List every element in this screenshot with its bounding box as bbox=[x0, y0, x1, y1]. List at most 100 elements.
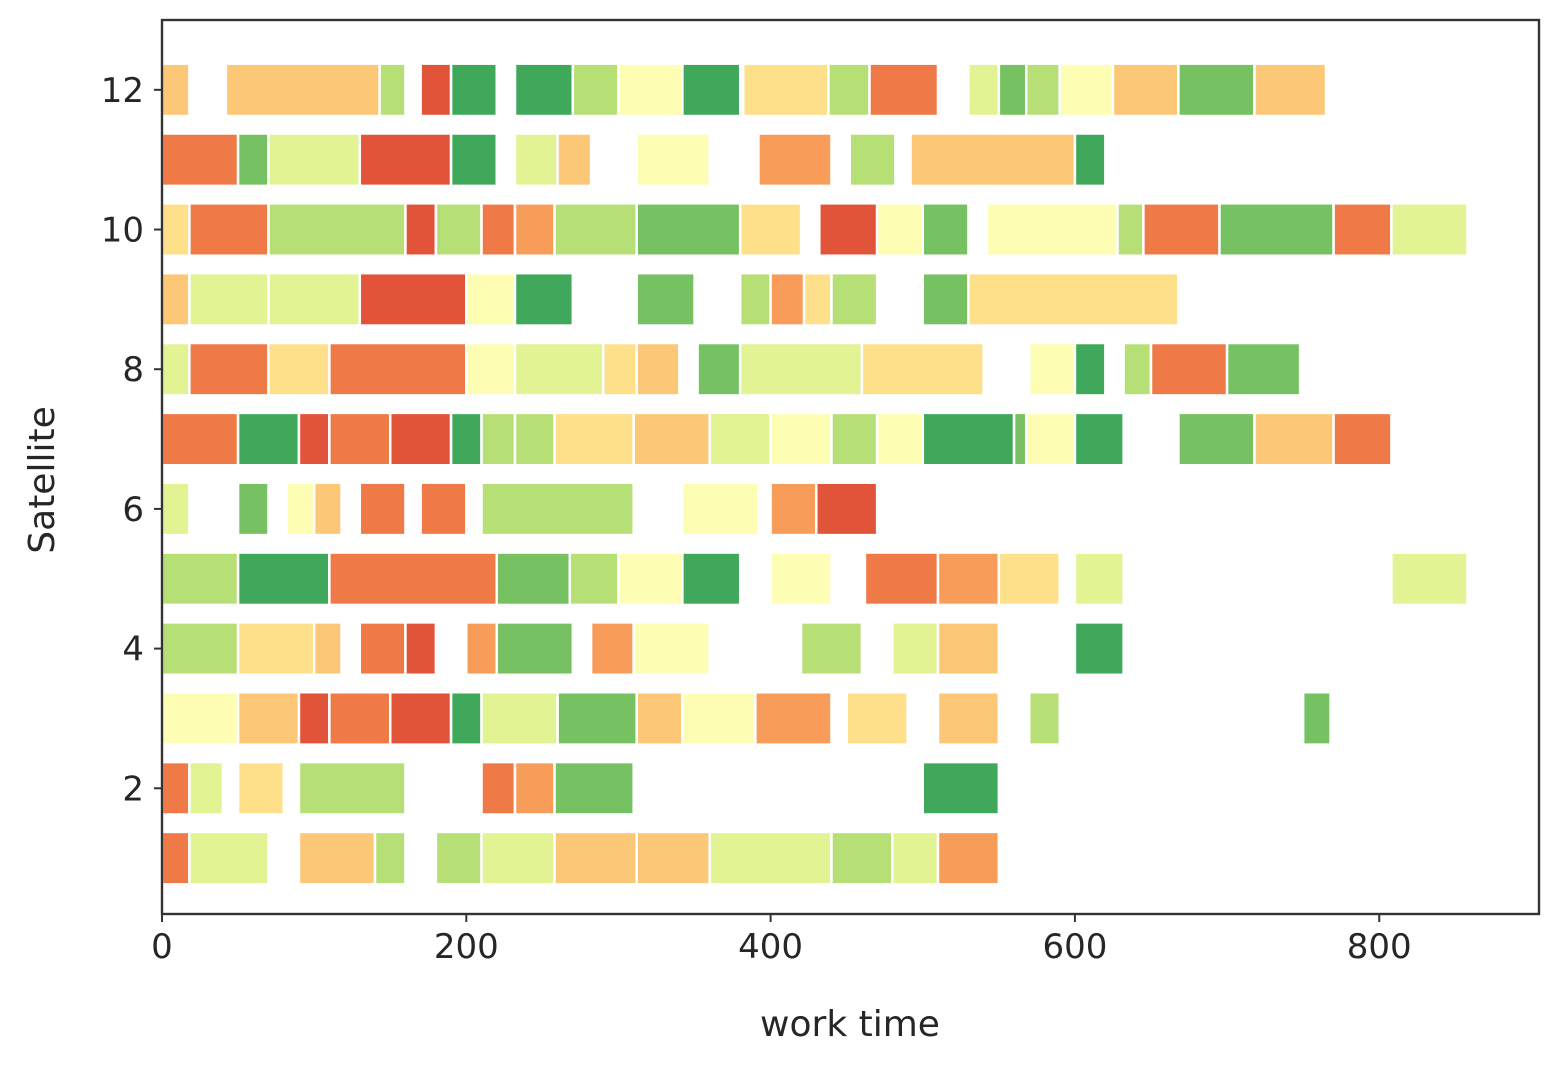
task-bar bbox=[875, 202, 925, 257]
task-bar bbox=[635, 132, 711, 188]
y-tick-label: 6 bbox=[122, 490, 144, 530]
task-bar bbox=[891, 621, 940, 677]
task-bar bbox=[236, 760, 285, 816]
task-bar bbox=[738, 271, 772, 327]
task-bar bbox=[1177, 62, 1256, 118]
task-bar bbox=[589, 621, 635, 677]
task-bar bbox=[863, 551, 940, 607]
task-bar bbox=[236, 481, 270, 537]
task-bar bbox=[681, 551, 742, 607]
task-bar bbox=[160, 481, 191, 537]
task-bar bbox=[1116, 202, 1145, 257]
task-bar bbox=[328, 411, 392, 467]
task-bar bbox=[635, 202, 742, 257]
task-bar bbox=[1073, 132, 1107, 188]
task-bar bbox=[1390, 202, 1469, 257]
task-bar bbox=[465, 621, 498, 677]
task-bar bbox=[160, 202, 191, 257]
task-bar bbox=[358, 481, 407, 537]
task-bar bbox=[1028, 341, 1077, 397]
task-bar bbox=[617, 551, 684, 607]
task-bar bbox=[1253, 411, 1335, 467]
task-bar bbox=[1024, 62, 1061, 118]
task-bar bbox=[160, 621, 240, 677]
task-bar bbox=[160, 132, 240, 188]
x-tick-label: 200 bbox=[434, 927, 499, 967]
task-bar bbox=[188, 760, 225, 816]
task-bar bbox=[160, 341, 191, 397]
task-bar bbox=[449, 132, 498, 188]
task-bar bbox=[513, 132, 559, 188]
task-bar bbox=[769, 551, 833, 607]
task-bar bbox=[681, 481, 760, 537]
task-bar bbox=[860, 341, 985, 397]
y-tick-label: 8 bbox=[122, 350, 144, 390]
x-axis-ticks: 0 200 400 600 800 bbox=[151, 914, 1412, 967]
task-bar bbox=[312, 481, 343, 537]
task-bar bbox=[328, 341, 468, 397]
task-bar bbox=[708, 411, 772, 467]
task-bar bbox=[769, 481, 818, 537]
task-bar bbox=[434, 202, 483, 257]
task-bar bbox=[985, 202, 1119, 257]
task-bar bbox=[480, 202, 517, 257]
task-bar bbox=[681, 691, 757, 746]
task-bar bbox=[1111, 62, 1180, 118]
task-bar bbox=[1028, 691, 1061, 746]
x-tick-label: 800 bbox=[1347, 927, 1412, 967]
task-bar bbox=[553, 760, 635, 816]
task-bar bbox=[936, 691, 1001, 746]
task-bar bbox=[236, 411, 301, 467]
task-bar bbox=[1024, 411, 1077, 467]
task-bar bbox=[495, 621, 575, 677]
x-axis-label: work time bbox=[760, 1004, 940, 1045]
task-bar bbox=[556, 691, 638, 746]
task-bar bbox=[358, 132, 453, 188]
task-bar bbox=[465, 271, 517, 327]
task-bar bbox=[224, 62, 389, 118]
task-bar bbox=[160, 551, 240, 607]
task-bar bbox=[513, 62, 575, 118]
task-bar bbox=[568, 551, 620, 607]
task-bar bbox=[738, 202, 803, 257]
y-axis-label: Satellite bbox=[22, 406, 63, 553]
task-bar bbox=[513, 341, 605, 397]
task-bar bbox=[480, 830, 556, 886]
task-bar bbox=[1012, 411, 1028, 467]
task-bar bbox=[738, 341, 864, 397]
task-bar bbox=[1332, 202, 1393, 257]
task-bar bbox=[848, 132, 897, 188]
task-bar bbox=[188, 341, 270, 397]
task-bar bbox=[449, 62, 498, 118]
task-bar bbox=[297, 760, 407, 816]
task-bar bbox=[1218, 202, 1335, 257]
task-bar bbox=[632, 621, 712, 677]
task-bar bbox=[921, 202, 970, 257]
task-bar bbox=[449, 411, 483, 467]
task-bar bbox=[513, 411, 556, 467]
task-bar bbox=[741, 62, 830, 118]
task-bar bbox=[236, 551, 331, 607]
task-bar bbox=[553, 411, 635, 467]
x-tick-label: 400 bbox=[738, 927, 803, 967]
task-bar bbox=[160, 760, 191, 816]
task-bar bbox=[480, 691, 559, 746]
task-bar bbox=[358, 621, 407, 677]
task-bar bbox=[553, 830, 638, 886]
x-tick-label: 0 bbox=[151, 927, 173, 967]
task-bar bbox=[815, 481, 879, 537]
task-bar bbox=[373, 830, 407, 886]
task-bar bbox=[404, 202, 438, 257]
task-bar bbox=[875, 411, 925, 467]
y-tick-label: 10 bbox=[101, 211, 144, 251]
task-bar bbox=[160, 830, 191, 886]
task-bar bbox=[632, 411, 712, 467]
task-bar bbox=[617, 62, 684, 118]
task-bar bbox=[602, 341, 638, 397]
task-bar bbox=[267, 271, 362, 327]
task-bar bbox=[769, 271, 806, 327]
task-bar bbox=[328, 551, 498, 607]
x-tick-label: 600 bbox=[1042, 927, 1107, 967]
task-bar bbox=[160, 691, 240, 746]
